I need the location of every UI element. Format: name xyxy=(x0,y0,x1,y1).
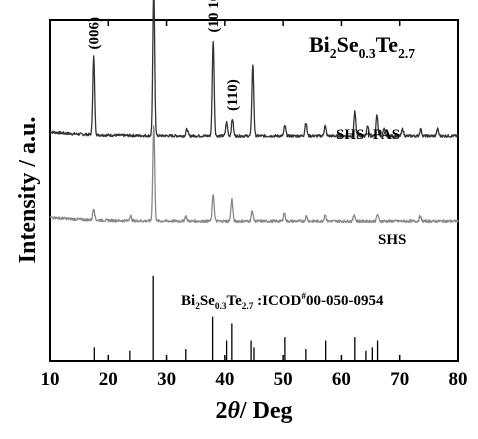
series-label-shs: SHS xyxy=(378,232,406,248)
x-axis-ticks: 10 20 30 40 50 60 70 80 xyxy=(41,20,468,390)
x-tick-label: 50 xyxy=(274,369,293,390)
x-tick-label: 30 xyxy=(157,369,176,390)
peak-label: (10 10) xyxy=(206,0,222,32)
x-tick-label: 60 xyxy=(332,369,351,390)
x-tick-label: 10 xyxy=(41,369,60,390)
chart-title: Bi2Se0.3Te2.7 xyxy=(309,32,415,61)
peak-labels: (006)(015)(10 10)(110) xyxy=(87,0,241,111)
reference-label: Bi2Se0.3Te2.7 :ICOD#00-050-0954 xyxy=(181,292,384,312)
series-line-shs-pas xyxy=(49,0,459,138)
x-tick-label: 80 xyxy=(449,369,468,390)
x-tick-label: 70 xyxy=(390,369,409,390)
peak-label: (006) xyxy=(87,17,103,50)
x-tick-label: 20 xyxy=(99,369,118,390)
peak-label: (110) xyxy=(225,79,241,111)
plot-frame xyxy=(49,19,459,362)
reference-lines xyxy=(93,275,379,360)
y-axis-title: Intensity / a.u. xyxy=(15,117,41,264)
series-lines xyxy=(49,0,459,224)
x-axis-title: 2θ/ Deg xyxy=(215,398,292,424)
x-tick-label: 40 xyxy=(215,369,234,390)
series-line-shs xyxy=(49,125,459,224)
series-label-shs-pas: SHS+PAS xyxy=(336,127,400,143)
